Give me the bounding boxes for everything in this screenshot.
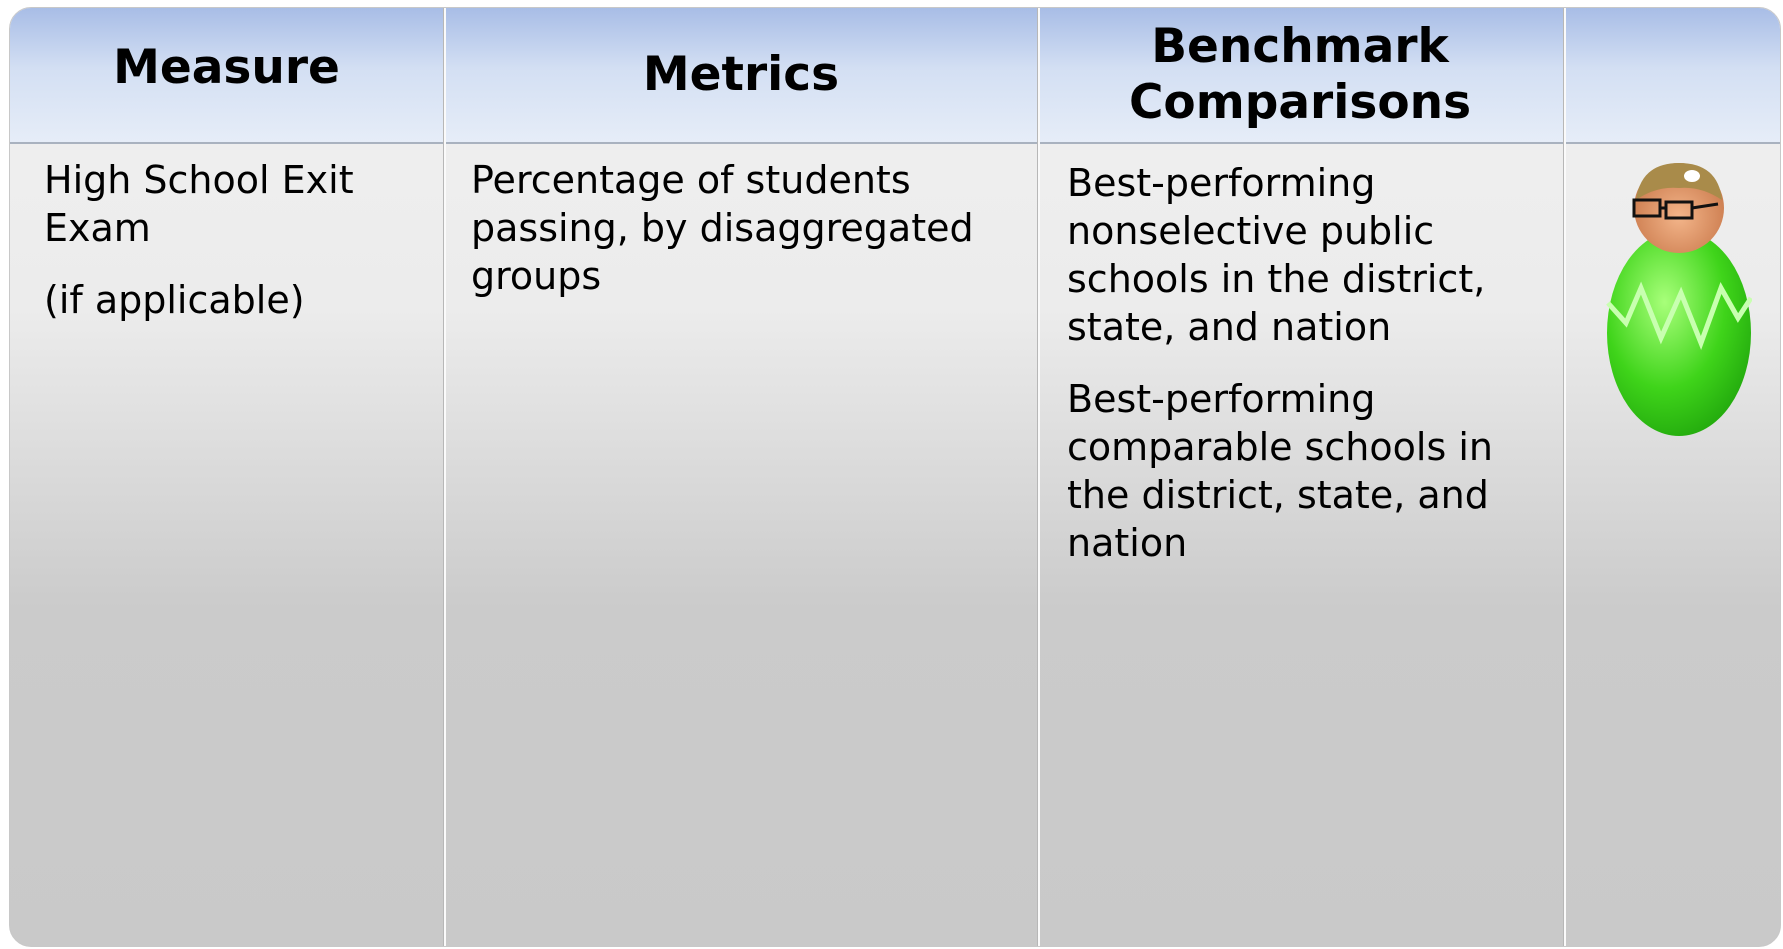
cell-text: High School Exit Exam [44, 158, 354, 250]
header-row [10, 8, 1780, 144]
table: Measure Metrics Benchmark Comparisons Hi… [9, 7, 1781, 947]
cell-text: Best-performing comparable schools in th… [1067, 377, 1493, 565]
column-divider [1037, 8, 1040, 946]
header-cell: Metrics [642, 47, 840, 102]
header-cell: Measure [113, 40, 340, 95]
person-icon [1606, 163, 1752, 436]
header-cell: Benchmark Comparisons [1128, 19, 1472, 130]
cell-text: (if applicable) [44, 278, 305, 322]
cell: Best-performing nonselective public scho… [1067, 159, 1537, 591]
cell: High School Exit Exam (if applicable) [44, 156, 424, 348]
column-divider [1563, 8, 1566, 946]
cell-text: Percentage of students passing, by disag… [471, 158, 974, 298]
cell: Percentage of students passing, by disag… [471, 156, 1021, 324]
column-divider [443, 8, 446, 946]
cell-text: Best-performing nonselective public scho… [1067, 161, 1486, 349]
